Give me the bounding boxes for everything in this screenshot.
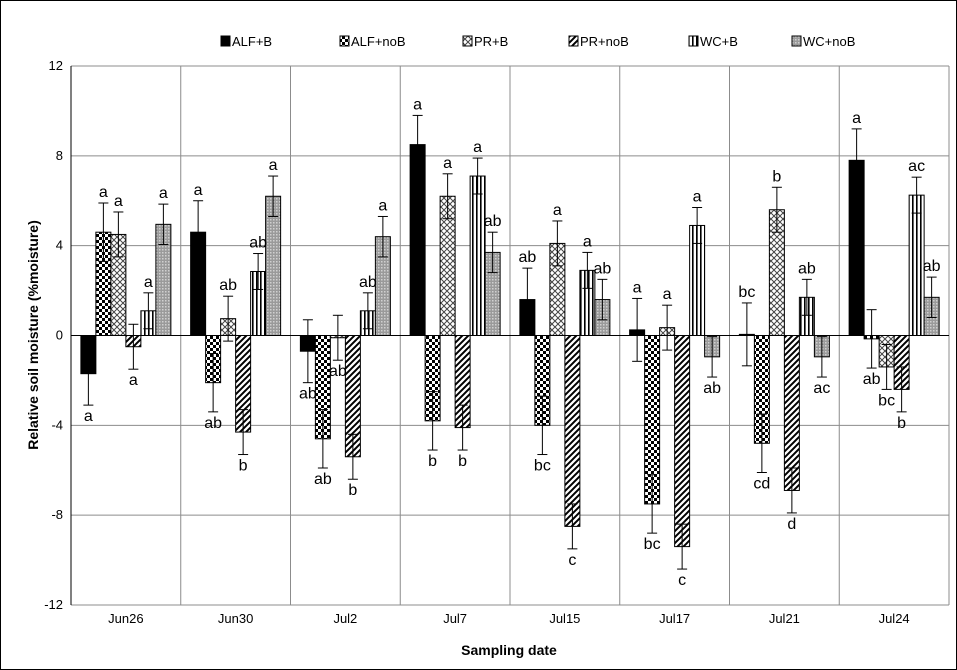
significance-label: ab bbox=[518, 249, 536, 266]
legend-label: WC+noB bbox=[803, 34, 855, 49]
legend: ALF+B ALF+noB PR+B PR+noB WC+B WC+noB bbox=[220, 34, 855, 49]
bar bbox=[265, 195, 282, 336]
significance-label: a bbox=[378, 197, 387, 214]
significance-label: a bbox=[473, 139, 482, 156]
significance-label: ab bbox=[923, 258, 941, 275]
significance-label: ab bbox=[359, 274, 377, 291]
significance-label: ab bbox=[204, 415, 222, 432]
bar bbox=[469, 175, 486, 336]
significance-label: a bbox=[663, 286, 672, 303]
significance-label: ab bbox=[249, 235, 267, 252]
y-tick-label: -8 bbox=[51, 507, 63, 522]
significance-label: ab bbox=[299, 386, 317, 403]
legend-swatch bbox=[688, 35, 699, 47]
significance-label: bc bbox=[644, 536, 661, 553]
significance-label: ab bbox=[314, 471, 332, 488]
x-tick-label: Jul7 bbox=[443, 611, 467, 626]
legend-swatch bbox=[220, 35, 231, 47]
significance-label: bc bbox=[738, 284, 755, 301]
significance-label: a bbox=[413, 96, 422, 113]
legend-label: WC+B bbox=[700, 34, 738, 49]
significance-label: a bbox=[159, 185, 168, 202]
significance-label: b bbox=[458, 453, 467, 470]
y-tick-label: 0 bbox=[56, 328, 63, 343]
significance-label: a bbox=[633, 279, 642, 296]
significance-label: d bbox=[787, 516, 796, 533]
significance-label: cd bbox=[753, 475, 770, 492]
significance-label: bc bbox=[534, 458, 551, 475]
significance-label: a bbox=[693, 188, 702, 205]
significance-label: a bbox=[583, 233, 592, 250]
significance-label: ab bbox=[484, 213, 502, 230]
significance-label: a bbox=[852, 110, 861, 127]
legend-swatch bbox=[339, 35, 350, 47]
y-axis-title: Relative soil moisture (%moisture) bbox=[25, 220, 41, 450]
axis-layer: -12 -8 -4 0 4 8 12 Jun26 Jun30 Jul2 Jul7 Jul15 Jul17… bbox=[44, 58, 949, 626]
significance-label: ac bbox=[908, 158, 925, 175]
significance-label: c bbox=[678, 572, 686, 589]
bar bbox=[674, 335, 691, 548]
bar bbox=[564, 335, 581, 527]
significance-label: ab bbox=[703, 380, 721, 397]
significance-label: b bbox=[239, 458, 248, 475]
y-tick-label: -12 bbox=[44, 597, 63, 612]
x-tick-label: Jul2 bbox=[333, 611, 357, 626]
x-tick-label: Jul21 bbox=[769, 611, 800, 626]
x-tick-label: Jul24 bbox=[879, 611, 910, 626]
significance-label: a bbox=[144, 274, 153, 291]
significance-label: ab bbox=[329, 363, 347, 380]
significance-label: ac bbox=[813, 380, 830, 397]
y-tick-label: 12 bbox=[49, 58, 63, 73]
significance-label: ab bbox=[593, 260, 611, 277]
x-tick-label: Jul15 bbox=[549, 611, 580, 626]
significance-label: a bbox=[269, 157, 278, 174]
significance-label: a bbox=[129, 372, 138, 389]
significance-label: b bbox=[428, 453, 437, 470]
legend-swatch bbox=[791, 35, 802, 47]
x-tick-label: Jul17 bbox=[659, 611, 690, 626]
x-tick-label: Jun26 bbox=[108, 611, 143, 626]
legend-swatch bbox=[568, 35, 579, 47]
x-tick-label: Jun30 bbox=[218, 611, 253, 626]
x-axis-title: Sampling date bbox=[461, 642, 557, 658]
significance-label: b bbox=[897, 415, 906, 432]
significance-label: ab bbox=[798, 260, 816, 277]
bar bbox=[783, 335, 800, 491]
significance-label: a bbox=[194, 182, 203, 199]
significance-label: a bbox=[99, 184, 108, 201]
y-tick-label: 8 bbox=[56, 148, 63, 163]
legend-swatch bbox=[462, 35, 473, 47]
significance-label: a bbox=[553, 202, 562, 219]
significance-label: a bbox=[443, 155, 452, 172]
significance-label: a bbox=[84, 408, 93, 425]
legend-label: PR+B bbox=[474, 34, 508, 49]
legend-label: ALF+noB bbox=[351, 34, 406, 49]
significance-label: b bbox=[348, 482, 357, 499]
legend-label: PR+noB bbox=[580, 34, 629, 49]
y-tick-label: -4 bbox=[51, 417, 63, 432]
significance-label: c bbox=[568, 552, 576, 569]
significance-label: ab bbox=[863, 371, 881, 388]
y-tick-label: 4 bbox=[56, 238, 63, 253]
significance-label: b bbox=[772, 168, 781, 185]
legend-label: ALF+B bbox=[232, 34, 272, 49]
significance-label: bc bbox=[878, 392, 895, 409]
significance-label: a bbox=[114, 193, 123, 210]
error-bars-layer bbox=[83, 114, 937, 570]
significance-label: ab bbox=[219, 277, 237, 294]
